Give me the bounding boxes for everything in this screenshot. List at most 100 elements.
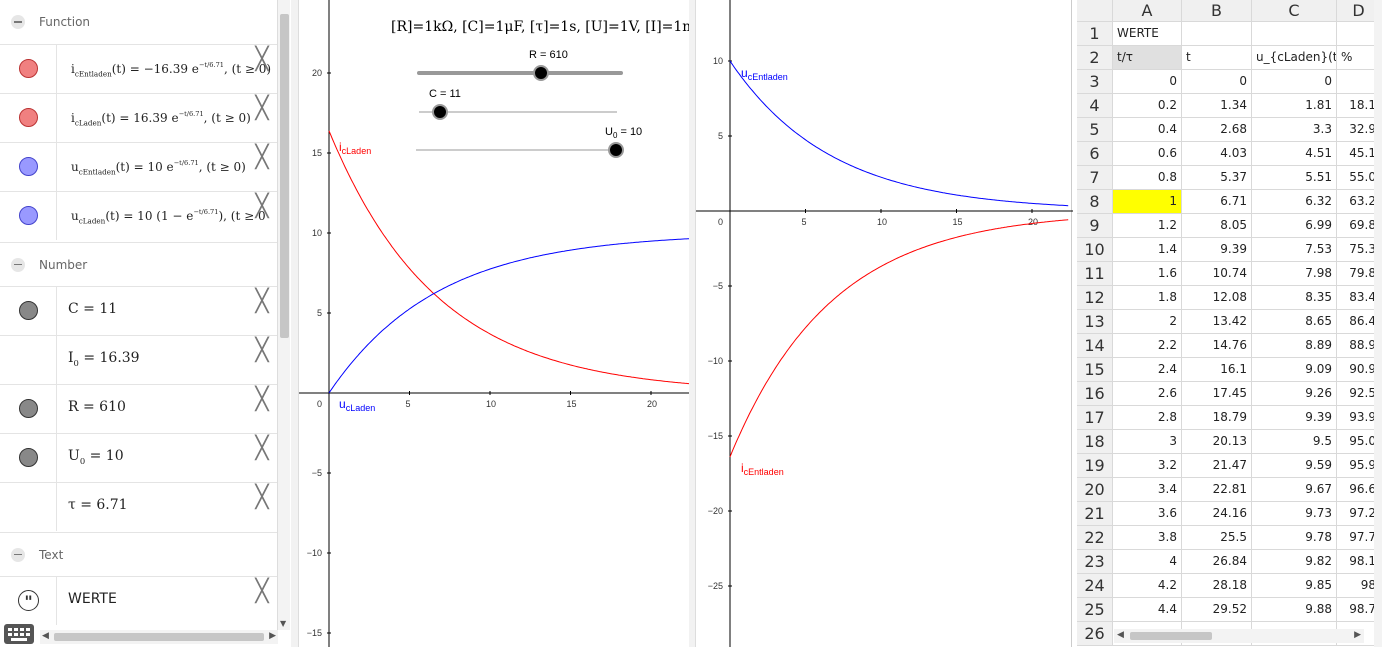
- sheet-cell[interactable]: 5.51: [1252, 166, 1337, 190]
- collapse-icon[interactable]: [11, 257, 25, 272]
- column-header-a[interactable]: A: [1113, 0, 1182, 22]
- sheet-cell[interactable]: 8.35: [1252, 286, 1337, 310]
- sheet-cell[interactable]: 1.81: [1252, 94, 1337, 118]
- sheet-cell[interactable]: 9.85: [1252, 574, 1337, 598]
- sheet-cell[interactable]: 7.53: [1252, 238, 1337, 262]
- sheet-cell[interactable]: 28.18: [1182, 574, 1252, 598]
- graphics-canvas[interactable]: 0 5 10 15 20 10 5 −5 −10 −15 −20 −25 ucEntladen icE…: [696, 0, 1073, 647]
- sheet-cell[interactable]: 10.74: [1182, 262, 1252, 286]
- quote-icon[interactable]: ": [18, 590, 39, 611]
- sheet-cell[interactable]: 20.13: [1182, 430, 1252, 454]
- sheet-cell[interactable]: 4.2: [1113, 574, 1182, 598]
- sheet-cell[interactable]: 21.47: [1182, 454, 1252, 478]
- slider-handle[interactable]: [533, 65, 549, 81]
- algebra-expression[interactable]: icEntladen(t) = −16.39 e−t/6.71, (t ≥ 0): [71, 61, 272, 79]
- row-header[interactable]: 1: [1077, 22, 1113, 46]
- algebra-row-icLaden[interactable]: icLaden(t) = 16.39 e−t/6.71, (t ≥ 0) ╳: [0, 93, 277, 142]
- delete-icon[interactable]: ╳: [255, 436, 269, 461]
- column-header-b[interactable]: B: [1182, 0, 1252, 22]
- sheet-cell[interactable]: 25.5: [1182, 526, 1252, 550]
- sheet-cell[interactable]: 4: [1113, 550, 1182, 574]
- scrollbar-thumb[interactable]: [54, 633, 264, 641]
- sheet-corner[interactable]: [1077, 0, 1113, 22]
- visibility-toggle-icon[interactable]: [19, 59, 38, 78]
- row-header[interactable]: 14: [1077, 334, 1113, 358]
- sheet-cell[interactable]: 22.81: [1182, 478, 1252, 502]
- row-header[interactable]: 15: [1077, 358, 1113, 382]
- curve-ucLaden[interactable]: [328, 238, 690, 394]
- delete-icon[interactable]: ╳: [255, 194, 269, 219]
- sheet-cell[interactable]: 9.5: [1252, 430, 1337, 454]
- row-header[interactable]: 8: [1077, 190, 1113, 214]
- sheet-cell[interactable]: 16.1: [1182, 358, 1252, 382]
- scroll-right-icon[interactable]: ▶: [269, 631, 276, 641]
- curve-icEntladen[interactable]: [729, 219, 1069, 458]
- row-header[interactable]: 2: [1077, 46, 1113, 70]
- sheet-cell[interactable]: 17.45: [1182, 382, 1252, 406]
- sheet-cell[interactable]: t: [1182, 46, 1252, 70]
- spreadsheet-view[interactable]: A B C D 1 WERTE 2 t/τ t u_{cLaden}(t)% 3 0 0 0 4 0.2 1.3…: [1077, 0, 1382, 647]
- row-header[interactable]: 17: [1077, 406, 1113, 430]
- algebra-row-ucEntladen[interactable]: ucEntladen(t) = 10 e−t/6.71, (t ≥ 0) ╳: [0, 142, 277, 191]
- algebra-row-R[interactable]: R = 610 ╳: [0, 384, 277, 433]
- row-header[interactable]: 4: [1077, 94, 1113, 118]
- algebra-expression[interactable]: τ = 6.71: [68, 497, 128, 513]
- sheet-cell[interactable]: 2.8: [1113, 406, 1182, 430]
- sheet-cell[interactable]: 24.16: [1182, 502, 1252, 526]
- algebra-expression[interactable]: I0 = 16.39: [68, 350, 140, 368]
- sheet-cell[interactable]: 3.2: [1113, 454, 1182, 478]
- sheet-cell[interactable]: 7.98: [1252, 262, 1337, 286]
- sheet-cell[interactable]: 1.4: [1113, 238, 1182, 262]
- visibility-toggle-icon[interactable]: [19, 108, 38, 127]
- sheet-cell[interactable]: 3: [1113, 430, 1182, 454]
- scrollbar-thumb[interactable]: [1130, 632, 1212, 640]
- sheet-cell[interactable]: 3.6: [1113, 502, 1182, 526]
- sheet-cell[interactable]: 0: [1182, 70, 1252, 94]
- sheet-cell[interactable]: 2.2: [1113, 334, 1182, 358]
- algebra-expression[interactable]: C = 11: [68, 301, 118, 317]
- sheet-cell[interactable]: 8.05: [1182, 214, 1252, 238]
- sheet-cell[interactable]: 8.89: [1252, 334, 1337, 358]
- scrollbar-thumb[interactable]: [280, 14, 289, 338]
- algebra-horizontal-scrollbar[interactable]: ◀ ▶: [40, 630, 278, 644]
- delete-icon[interactable]: ╳: [255, 387, 269, 412]
- row-header[interactable]: 18: [1077, 430, 1113, 454]
- algebra-expression[interactable]: R = 610: [68, 399, 126, 415]
- delete-icon[interactable]: ╳: [255, 485, 269, 510]
- scroll-left-icon[interactable]: ◀: [1117, 630, 1124, 640]
- sheet-cell[interactable]: 6.99: [1252, 214, 1337, 238]
- sheet-cell[interactable]: 26.84: [1182, 550, 1252, 574]
- row-header[interactable]: 22: [1077, 526, 1113, 550]
- scroll-left-icon[interactable]: ◀: [42, 631, 49, 641]
- row-header[interactable]: 26: [1077, 622, 1113, 646]
- row-header[interactable]: 20: [1077, 478, 1113, 502]
- sheet-cell[interactable]: 2.4: [1113, 358, 1182, 382]
- row-header[interactable]: 25: [1077, 598, 1113, 622]
- algebra-expression[interactable]: U0 = 10: [68, 448, 124, 466]
- sheet-cell[interactable]: [1252, 22, 1337, 46]
- algebra-row-C[interactable]: C = 11 ╳: [0, 286, 277, 335]
- sheet-cell[interactable]: 14.76: [1182, 334, 1252, 358]
- row-header[interactable]: 7: [1077, 166, 1113, 190]
- row-header[interactable]: 9: [1077, 214, 1113, 238]
- algebra-vertical-scrollbar[interactable]: ▼: [277, 0, 290, 630]
- sheet-cell[interactable]: 9.26: [1252, 382, 1337, 406]
- sheet-cell[interactable]: 1.8: [1113, 286, 1182, 310]
- algebra-row-icEntladen[interactable]: icEntladen(t) = −16.39 e−t/6.71, (t ≥ 0)…: [0, 44, 277, 93]
- row-header[interactable]: 6: [1077, 142, 1113, 166]
- row-header[interactable]: 13: [1077, 310, 1113, 334]
- sheet-cell[interactable]: 4.03: [1182, 142, 1252, 166]
- sheet-cell[interactable]: 2: [1113, 310, 1182, 334]
- visibility-toggle-icon[interactable]: [19, 448, 38, 467]
- spreadsheet-horizontal-scrollbar[interactable]: ◀ ▶: [1114, 629, 1364, 643]
- row-header[interactable]: 3: [1077, 70, 1113, 94]
- sheet-cell[interactable]: 13.42: [1182, 310, 1252, 334]
- sheet-cell[interactable]: 1: [1113, 190, 1182, 214]
- column-header-c[interactable]: C: [1252, 0, 1337, 22]
- sheet-cell[interactable]: 3.4: [1113, 478, 1182, 502]
- section-header-text[interactable]: Text: [0, 532, 277, 576]
- sheet-cell[interactable]: 6.32: [1252, 190, 1337, 214]
- section-header-function[interactable]: Function: [0, 0, 277, 44]
- graphics-view-2[interactable]: 0 5 10 15 20 10 5 −5 −10 −15 −20 −25 ucEntladen icE…: [695, 0, 1073, 647]
